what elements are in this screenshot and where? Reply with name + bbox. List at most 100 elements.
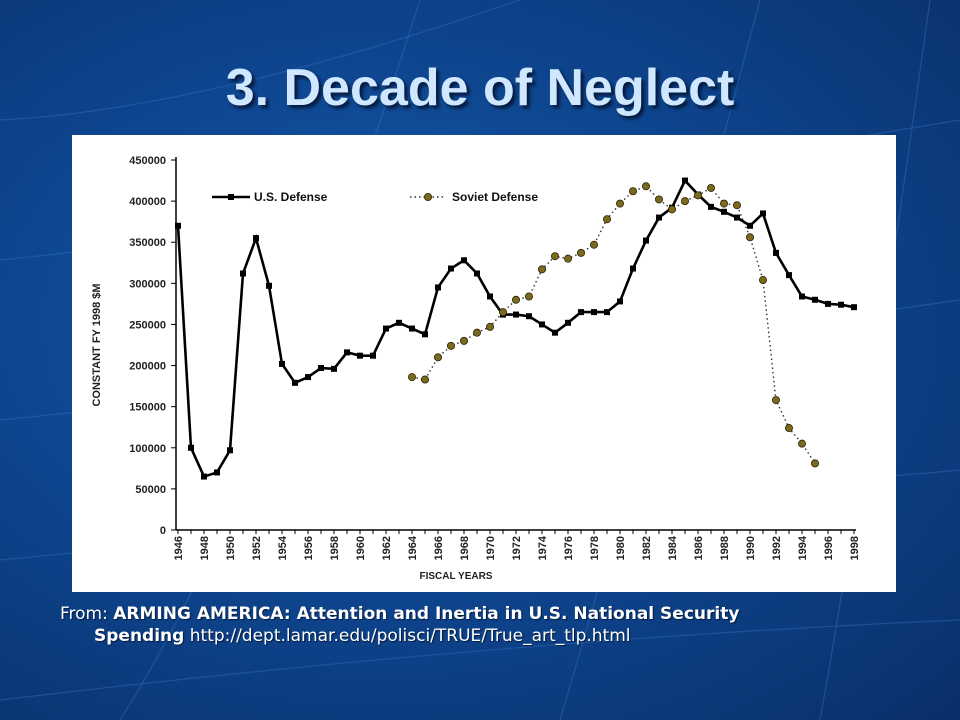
us-defense-point: [799, 293, 805, 300]
x-tick-label: 1982: [641, 536, 653, 560]
soviet-defense-point: [785, 424, 794, 433]
us-defense-point: [630, 265, 636, 272]
x-tick-label: 1974: [537, 535, 549, 560]
y-tick-label: 300000: [129, 278, 166, 290]
y-tick-label: 0: [160, 525, 166, 537]
x-tick-label: 1998: [849, 536, 861, 560]
us-defense-point: [396, 319, 402, 326]
us-defense-point: [539, 321, 545, 328]
legend-soviet-label: Soviet Defense: [452, 190, 538, 204]
x-tick-label: 1966: [433, 536, 445, 560]
soviet-defense-point: [498, 308, 507, 317]
y-tick-label: 50000: [135, 484, 166, 496]
soviet-defense-point: [811, 459, 820, 468]
us-defense-point: [656, 214, 662, 221]
y-tick-label: 350000: [129, 237, 166, 249]
us-defense-point: [370, 352, 376, 359]
soviet-defense-point: [668, 205, 677, 214]
source-title-line1: ARMING AMERICA: Attention and Inertia in…: [113, 604, 740, 624]
us-defense-point: [526, 313, 532, 320]
us-defense-point: [357, 352, 363, 359]
x-tick-label: 1996: [823, 536, 835, 560]
x-tick-label: 1976: [563, 536, 575, 560]
x-tick-label: 1950: [225, 536, 237, 560]
soviet-defense-point: [694, 191, 703, 200]
us-defense-point: [578, 309, 584, 316]
us-defense-point: [331, 365, 337, 372]
us-defense-point: [422, 331, 428, 338]
legend-soviet-marker: [423, 193, 432, 202]
us-defense-point: [760, 210, 766, 217]
soviet-defense-point: [707, 183, 716, 192]
soviet-defense-point: [720, 199, 729, 208]
us-defense-point: [318, 365, 324, 372]
us-defense-point: [513, 311, 519, 318]
x-tick-label: 1972: [511, 536, 523, 560]
x-tick-label: 1964: [407, 535, 419, 560]
us-defense-point: [552, 329, 558, 336]
us-defense-point: [851, 304, 857, 311]
soviet-defense-point: [524, 292, 533, 301]
y-tick-label: 100000: [129, 443, 166, 455]
us-defense-point: [292, 379, 298, 386]
us-defense-point: [240, 270, 246, 277]
us-defense-point: [279, 360, 285, 367]
x-tick-label: 1970: [485, 536, 497, 560]
us-defense-point: [604, 309, 610, 316]
us-defense-point: [214, 469, 220, 476]
series-line-soviet-defense: [411, 185, 816, 464]
soviet-defense-point: [772, 396, 781, 405]
us-defense-point: [825, 300, 831, 307]
soviet-defense-point: [616, 199, 625, 208]
us-defense-point: [487, 293, 493, 300]
x-tick-label: 1948: [199, 536, 211, 560]
us-defense-point: [812, 296, 818, 303]
us-defense-point: [448, 265, 454, 272]
soviet-defense-point: [733, 201, 742, 210]
soviet-defense-point: [746, 233, 755, 242]
y-tick-label: 400000: [129, 196, 166, 208]
us-defense-point: [266, 282, 272, 289]
legend-us-label: U.S. Defense: [254, 190, 328, 204]
y-axis-label: CONSTANT FY 1998 $M: [91, 283, 103, 406]
x-tick-label: 1956: [303, 536, 315, 560]
soviet-defense-point: [459, 336, 468, 345]
x-tick-label: 1962: [381, 536, 393, 560]
slide-title: 3. Decade of Neglect: [225, 59, 735, 117]
us-defense-point: [617, 298, 623, 305]
x-tick-label: 1984: [667, 535, 679, 560]
soviet-defense-point: [759, 276, 768, 285]
y-tick-label: 250000: [129, 319, 166, 331]
soviet-defense-point: [603, 215, 612, 224]
us-defense-point: [461, 257, 467, 264]
us-defense-point: [565, 319, 571, 326]
y-tick-label: 450000: [129, 155, 166, 167]
us-defense-point: [591, 309, 597, 316]
x-tick-label: 1954: [277, 535, 289, 560]
source-url[interactable]: http://dept.lamar.edu/polisci/TRUE/True_…: [189, 626, 631, 646]
soviet-defense-point: [433, 353, 442, 362]
soviet-defense-point: [655, 195, 664, 204]
x-tick-label: 1990: [745, 536, 757, 560]
us-defense-point: [773, 249, 779, 256]
us-defense-point: [721, 208, 727, 215]
soviet-defense-point: [681, 197, 690, 206]
soviet-defense-point: [563, 254, 572, 263]
x-tick-label: 1988: [719, 536, 731, 560]
us-defense-point: [682, 177, 688, 184]
source-citation: From: ARMING AMERICA: Attention and Iner…: [60, 603, 940, 647]
soviet-defense-point: [629, 187, 638, 196]
us-defense-point: [643, 237, 649, 244]
x-axis-label: FISCAL YEARS: [420, 571, 493, 582]
soviet-defense-point: [576, 248, 585, 257]
source-title-line2: Spending: [94, 626, 185, 646]
soviet-defense-point: [590, 240, 599, 249]
us-defense-point: [344, 349, 350, 356]
x-tick-label: 1952: [251, 536, 263, 560]
us-defense-point: [227, 447, 233, 454]
source-prefix: From:: [60, 604, 108, 624]
soviet-defense-point: [642, 182, 651, 191]
us-defense-point: [175, 222, 181, 229]
us-defense-point: [708, 203, 714, 210]
us-defense-point: [734, 214, 740, 221]
